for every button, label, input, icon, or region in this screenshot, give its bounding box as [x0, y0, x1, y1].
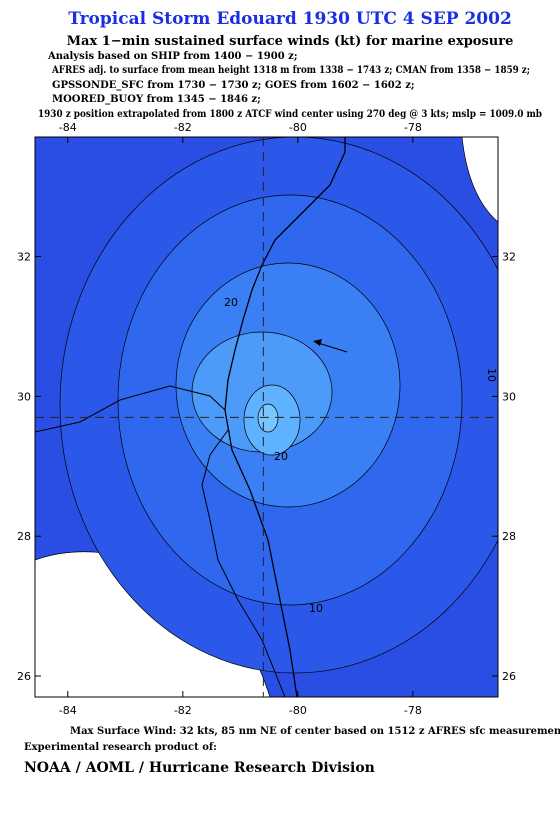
lon-label: -82	[174, 121, 192, 134]
motion-arrow-head	[313, 339, 322, 346]
max-wind: Max Surface Wind: 32 kts, 85 nm NE of ce…	[70, 726, 560, 737]
lon-label: -84	[59, 704, 77, 717]
contour-label: 20	[224, 296, 238, 309]
subtitle: Max 1−min sustained surface winds (kt) f…	[67, 34, 514, 49]
analysis-line: AFRES adj. to surface from mean height 1…	[51, 65, 530, 76]
lat-label: 26	[17, 670, 31, 683]
lon-label: -84	[59, 121, 77, 134]
coastline	[35, 385, 226, 433]
analysis-line: GPSSONDE_SFC from 1730 − 1730 z; GOES fr…	[52, 80, 415, 91]
contour-label: 10	[485, 368, 498, 382]
title: Tropical Storm Edouard 1930 UTC 4 SEP 20…	[68, 9, 512, 29]
lat-label: 32	[502, 251, 516, 264]
lon-label: -82	[174, 704, 192, 717]
lat-label: 30	[502, 390, 516, 403]
map	[35, 137, 498, 697]
contour-label: 10	[309, 602, 323, 615]
lon-label: -78	[404, 704, 422, 717]
lat-label: 28	[502, 530, 516, 543]
contour	[257, 403, 279, 433]
credit: Experimental research product of:	[24, 742, 217, 753]
lon-label: -80	[289, 121, 307, 134]
lon-label: -80	[289, 704, 307, 717]
organization: NOAA / AOML / Hurricane Research Divisio…	[24, 760, 375, 776]
lon-label: -78	[404, 121, 422, 134]
analysis-line: Analysis based on SHIP from 1400 − 1900 …	[47, 51, 298, 62]
lat-label: 32	[17, 251, 31, 264]
lat-label: 28	[17, 530, 31, 543]
contours	[59, 137, 498, 674]
coastline	[224, 137, 346, 697]
analysis-line: 1930 z position extrapolated from 1800 z…	[38, 109, 542, 120]
coastline	[201, 429, 286, 697]
analysis-line: MOORED_BUOY from 1345 − 1846 z;	[52, 94, 261, 105]
lat-label: 30	[17, 390, 31, 403]
contour-label: 20	[274, 450, 288, 463]
lat-label: 26	[502, 670, 516, 683]
